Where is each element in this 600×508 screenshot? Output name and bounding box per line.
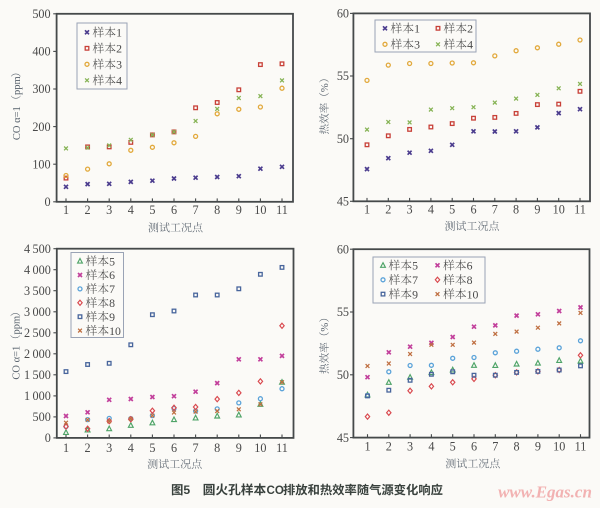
- svg-text:7: 7: [109, 282, 115, 296]
- svg-text:1: 1: [364, 440, 370, 454]
- svg-text:6: 6: [171, 441, 177, 455]
- svg-text:4: 4: [467, 38, 473, 52]
- svg-text:www.Egas.cn: www.Egas.cn: [498, 483, 592, 502]
- svg-text:200: 200: [32, 120, 50, 134]
- svg-text:45: 45: [337, 195, 349, 209]
- svg-text:10: 10: [553, 440, 565, 454]
- svg-text:5: 5: [109, 254, 115, 268]
- svg-text:1 500: 1 500: [24, 368, 51, 382]
- svg-text:7: 7: [193, 441, 199, 455]
- svg-text:3 500: 3 500: [24, 284, 51, 298]
- svg-text:2: 2: [467, 22, 473, 36]
- svg-text:11: 11: [575, 440, 587, 454]
- svg-text:5: 5: [412, 259, 418, 273]
- svg-text:5: 5: [450, 440, 456, 454]
- svg-text:3: 3: [407, 440, 413, 454]
- svg-text:4: 4: [128, 441, 134, 455]
- svg-text:2: 2: [386, 440, 392, 454]
- svg-text:5: 5: [149, 203, 155, 217]
- svg-text:2: 2: [85, 203, 91, 217]
- svg-text:%: %: [320, 323, 331, 332]
- svg-text:1: 1: [414, 22, 420, 36]
- svg-text:1: 1: [63, 203, 69, 217]
- svg-text:5: 5: [449, 203, 455, 217]
- svg-text:8: 8: [214, 203, 220, 217]
- svg-text:4 000: 4 000: [24, 263, 51, 277]
- svg-text:50: 50: [337, 132, 349, 146]
- svg-text:8: 8: [514, 440, 520, 454]
- svg-text:9: 9: [412, 287, 418, 301]
- svg-text:2: 2: [385, 203, 391, 217]
- svg-text:8: 8: [109, 296, 115, 310]
- svg-text:1: 1: [364, 203, 370, 217]
- svg-text:3: 3: [414, 38, 420, 52]
- svg-text:9: 9: [236, 203, 242, 217]
- svg-text:0: 0: [45, 195, 51, 209]
- svg-text:9: 9: [534, 203, 540, 217]
- svg-text:55: 55: [337, 305, 349, 319]
- svg-text:8: 8: [467, 273, 473, 287]
- svg-text:5: 5: [183, 483, 190, 497]
- svg-text:500: 500: [33, 410, 51, 424]
- svg-text:7: 7: [193, 203, 199, 217]
- svg-text:7: 7: [492, 203, 498, 217]
- svg-text:1: 1: [116, 26, 122, 40]
- svg-text:9: 9: [236, 441, 242, 455]
- svg-text:45: 45: [337, 431, 349, 445]
- svg-text:60: 60: [337, 7, 349, 21]
- svg-text:50: 50: [337, 368, 349, 382]
- svg-text:300: 300: [32, 82, 50, 96]
- svg-text:7: 7: [412, 273, 418, 287]
- svg-text:3: 3: [407, 203, 413, 217]
- svg-text:55: 55: [337, 69, 349, 83]
- svg-text:3: 3: [106, 203, 112, 217]
- svg-text:2 000: 2 000: [24, 347, 51, 361]
- svg-text:11: 11: [276, 203, 288, 217]
- svg-text:2 500: 2 500: [24, 326, 51, 340]
- svg-text:5: 5: [149, 441, 155, 455]
- svg-text:6: 6: [471, 440, 477, 454]
- svg-text:7: 7: [492, 440, 498, 454]
- svg-text:6: 6: [171, 203, 177, 217]
- svg-text:%: %: [320, 83, 331, 92]
- svg-text:4: 4: [428, 203, 434, 217]
- svg-text:1: 1: [63, 441, 69, 455]
- svg-text:10: 10: [467, 287, 479, 301]
- svg-text:4: 4: [428, 440, 434, 454]
- svg-text:11: 11: [574, 203, 586, 217]
- svg-text:11: 11: [276, 441, 288, 455]
- svg-text:60: 60: [337, 242, 349, 256]
- svg-text:3: 3: [116, 58, 122, 72]
- svg-text:10: 10: [254, 203, 266, 217]
- svg-text:4 500: 4 500: [24, 242, 51, 256]
- svg-text:10: 10: [254, 441, 266, 455]
- svg-text:6: 6: [470, 203, 476, 217]
- svg-text:8: 8: [513, 203, 519, 217]
- svg-text:2: 2: [85, 441, 91, 455]
- svg-text:3 000: 3 000: [24, 305, 51, 319]
- svg-text:6: 6: [109, 268, 115, 282]
- svg-text:4: 4: [128, 203, 134, 217]
- svg-text:8: 8: [214, 441, 220, 455]
- svg-text:1 000: 1 000: [24, 389, 51, 403]
- svg-text:CO α=1: CO α=1: [12, 106, 23, 140]
- svg-text:ppm: ppm: [12, 76, 23, 95]
- svg-text:CO: CO: [267, 484, 284, 497]
- svg-text:500: 500: [32, 7, 50, 21]
- svg-text:4: 4: [116, 74, 122, 88]
- svg-text:ppm: ppm: [11, 316, 22, 335]
- svg-text:0: 0: [45, 431, 51, 445]
- svg-text:10: 10: [553, 203, 565, 217]
- svg-text:6: 6: [467, 259, 473, 273]
- svg-text:9: 9: [535, 440, 541, 454]
- svg-text:2: 2: [116, 42, 122, 56]
- svg-text:CO α=1: CO α=1: [11, 346, 22, 380]
- svg-text:100: 100: [32, 157, 50, 171]
- svg-text:9: 9: [109, 310, 115, 324]
- svg-text:400: 400: [32, 45, 50, 59]
- svg-text:10: 10: [109, 324, 121, 338]
- svg-text:3: 3: [106, 441, 112, 455]
